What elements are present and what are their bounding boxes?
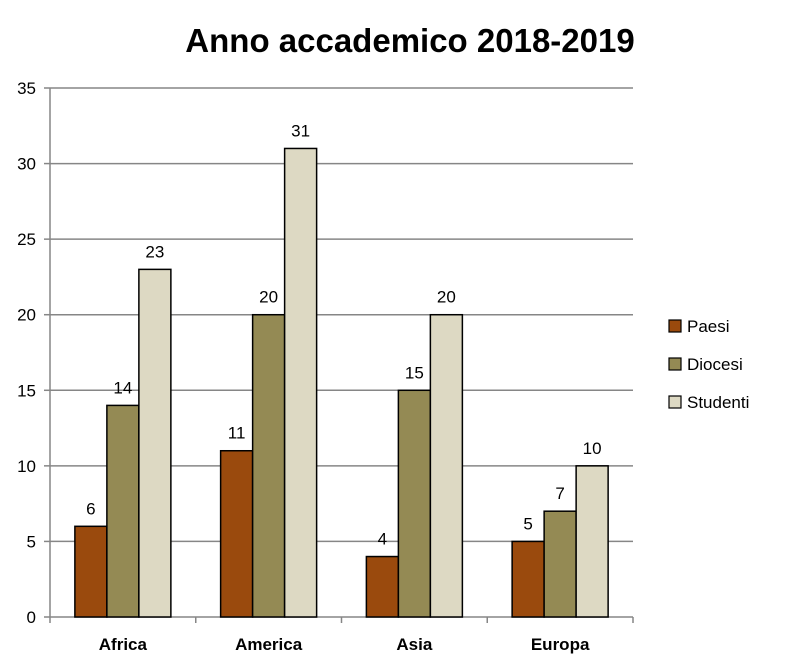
data-label: 6 xyxy=(86,499,95,518)
y-tick-label: 15 xyxy=(17,381,36,400)
x-category-label: Europa xyxy=(531,635,590,654)
legend-label: Paesi xyxy=(687,317,730,336)
y-tick-label: 20 xyxy=(17,306,36,325)
legend-label: Diocesi xyxy=(687,355,743,374)
bar-paesi-europa xyxy=(511,540,545,618)
data-label: 31 xyxy=(291,121,310,140)
data-label: 10 xyxy=(583,439,602,458)
bar-diocesi-america xyxy=(251,313,286,618)
legend-label: Studenti xyxy=(687,393,749,412)
y-tick-label: 25 xyxy=(17,230,36,249)
legend-swatch-paesi xyxy=(668,319,682,333)
bar-diocesi-asia xyxy=(397,389,432,618)
x-category-label: America xyxy=(235,635,303,654)
data-label: 5 xyxy=(523,514,532,533)
y-tick-label: 0 xyxy=(27,608,36,627)
bar-paesi-america xyxy=(219,449,254,618)
bar-studenti-europa xyxy=(575,465,609,618)
x-category-label: Asia xyxy=(396,635,432,654)
data-label: 20 xyxy=(259,288,278,307)
data-label: 23 xyxy=(145,242,164,261)
data-label: 11 xyxy=(228,424,246,443)
legend-swatch-studenti xyxy=(668,395,682,409)
bar-diocesi-africa xyxy=(106,404,140,618)
y-tick-label: 30 xyxy=(17,155,36,174)
data-label: 4 xyxy=(378,530,387,549)
y-tick-label: 35 xyxy=(17,79,36,98)
axes: 0 5 10 15 20 25 30 35 Africa America Asia Europa xyxy=(17,79,634,654)
y-tick-label: 10 xyxy=(17,457,36,476)
data-labels: 6 14 23 11 20 31 4 15 20 5 7 10 xyxy=(86,121,601,548)
bar-paesi-africa xyxy=(74,525,108,618)
data-label: 20 xyxy=(437,288,456,307)
legend: Paesi Diocesi Studenti xyxy=(668,317,749,412)
bar-studenti-asia xyxy=(429,313,464,618)
data-label: 7 xyxy=(555,484,564,503)
legend-swatch-diocesi xyxy=(668,357,682,371)
y-tick-label: 5 xyxy=(27,532,36,551)
bar-studenti-america xyxy=(283,147,318,618)
x-category-label: Africa xyxy=(99,635,148,654)
data-label: 15 xyxy=(405,363,424,382)
bars xyxy=(74,147,609,618)
bar-paesi-asia xyxy=(365,555,400,618)
data-label: 14 xyxy=(113,378,132,397)
bar-diocesi-europa xyxy=(543,510,577,618)
chart-title: Anno accademico 2018-2019 xyxy=(185,22,634,59)
bar-studenti-africa xyxy=(138,268,172,618)
